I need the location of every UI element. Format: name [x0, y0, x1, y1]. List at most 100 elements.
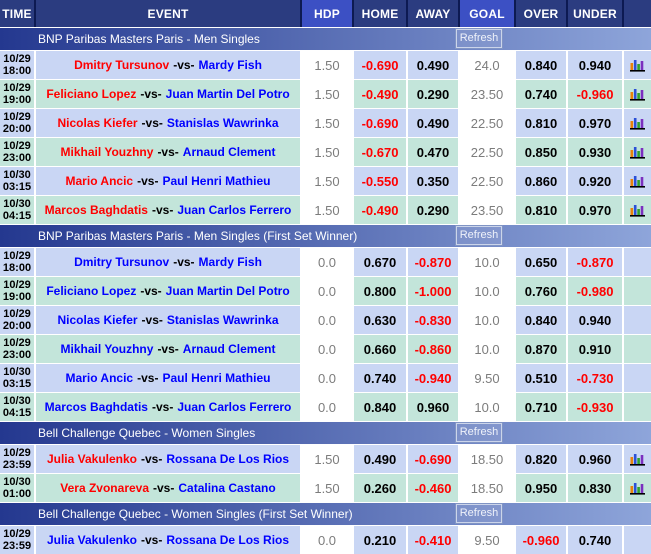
- column-header-event: EVENT: [34, 0, 300, 27]
- hdp-cell: 0.0: [300, 393, 352, 421]
- refresh-button[interactable]: Refresh: [456, 423, 502, 442]
- goal-cell: 18.50: [458, 474, 514, 502]
- event-cell: Mario Ancic -vs- Paul Henri Mathieu: [34, 364, 300, 392]
- bar-chart-icon[interactable]: [630, 88, 645, 101]
- event-cell: Dmitry Tursunov -vs- Mardy Fish: [34, 51, 300, 79]
- home-player-name: Marcos Baghdatis: [44, 203, 148, 217]
- home-odds-cell: 0.210: [352, 526, 406, 554]
- hdp-cell: 1.50: [300, 138, 352, 166]
- under-odds-cell: -0.980: [566, 277, 622, 305]
- refresh-button[interactable]: Refresh: [456, 504, 502, 523]
- match-time: 20:00: [2, 320, 32, 332]
- event-cell: Nicolas Kiefer -vs- Stanislas Wawrinka: [34, 306, 300, 334]
- over-odds-cell: -0.960: [514, 526, 566, 554]
- section-title: Bell Challenge Quebec - Women Singles (F…: [38, 507, 353, 521]
- stats-cell: [622, 474, 651, 502]
- time-cell: 10/30 04:15: [0, 196, 34, 224]
- home-player-name: Marcos Baghdatis: [44, 400, 148, 414]
- event-cell: Mikhail Youzhny -vs- Arnaud Clement: [34, 335, 300, 363]
- vs-label: -vs-: [137, 174, 159, 188]
- match-date: 10/30: [3, 198, 31, 210]
- match-row: 10/29 20:00 Nicolas Kiefer -vs- Stanislas Wa…: [0, 306, 651, 334]
- stats-cell: [622, 393, 651, 421]
- hdp-cell: 1.50: [300, 196, 352, 224]
- match-time: 19:00: [2, 94, 32, 106]
- event-cell: Marcos Baghdatis -vs- Juan Carlos Ferrero: [34, 196, 300, 224]
- home-player-name: Feliciano Lopez: [46, 87, 137, 101]
- match-row: 10/30 04:15 Marcos Baghdatis -vs- Juan Carlo…: [0, 393, 651, 421]
- goal-cell: 23.50: [458, 80, 514, 108]
- event-cell: Nicolas Kiefer -vs- Stanislas Wawrinka: [34, 109, 300, 137]
- under-odds-cell: -0.870: [566, 248, 622, 276]
- column-header-away: AWAY: [406, 0, 458, 27]
- goal-cell: 9.50: [458, 364, 514, 392]
- time-cell: 10/29 23:00: [0, 335, 34, 363]
- match-time: 18:00: [2, 262, 32, 274]
- hdp-cell: 0.0: [300, 364, 352, 392]
- bar-chart-icon[interactable]: [630, 482, 645, 495]
- column-header-row: TIME EVENT HDP HOME AWAY GOAL OVER UNDER: [0, 0, 651, 27]
- under-odds-cell: 0.910: [566, 335, 622, 363]
- under-odds-cell: 0.930: [566, 138, 622, 166]
- event-cell: Julia Vakulenko -vs- Rossana De Los Rios: [34, 526, 300, 554]
- stats-cell: [622, 109, 651, 137]
- home-odds-cell: -0.550: [352, 167, 406, 195]
- away-player-name: Juan Martin Del Potro: [165, 284, 290, 298]
- match-time: 03:15: [2, 181, 32, 193]
- time-cell: 10/30 03:15: [0, 167, 34, 195]
- home-odds-cell: -0.670: [352, 138, 406, 166]
- vs-label: -vs-: [157, 342, 179, 356]
- column-header-over: OVER: [514, 0, 566, 27]
- section-header: Bell Challenge Quebec - Women Singles (F…: [0, 503, 651, 525]
- refresh-button[interactable]: Refresh: [456, 29, 502, 48]
- match-row: 10/30 03:15 Mario Ancic -vs- Paul Henri Math…: [0, 364, 651, 392]
- hdp-cell: 0.0: [300, 277, 352, 305]
- time-cell: 10/29 20:00: [0, 109, 34, 137]
- vs-label: -vs-: [141, 533, 163, 547]
- goal-cell: 22.50: [458, 109, 514, 137]
- match-date: 10/29: [3, 337, 31, 349]
- stats-cell: [622, 526, 651, 554]
- hdp-cell: 0.0: [300, 526, 352, 554]
- bar-chart-icon[interactable]: [630, 175, 645, 188]
- match-row: 10/29 18:00 Dmitry Tursunov -vs- Mardy Fish 0…: [0, 248, 651, 276]
- home-player-name: Nicolas Kiefer: [57, 116, 138, 130]
- over-odds-cell: 0.860: [514, 167, 566, 195]
- match-date: 10/29: [3, 279, 31, 291]
- match-row: 10/29 19:00 Feliciano Lopez -vs- Juan Martin…: [0, 277, 651, 305]
- over-odds-cell: 0.820: [514, 445, 566, 473]
- away-player-name: Juan Martin Del Potro: [165, 87, 290, 101]
- match-row: 10/29 23:00 Mikhail Youzhny -vs- Arnaud Clem…: [0, 335, 651, 363]
- home-odds-cell: 0.260: [352, 474, 406, 502]
- bar-chart-icon[interactable]: [630, 146, 645, 159]
- match-date: 10/29: [3, 82, 31, 94]
- bar-chart-icon[interactable]: [630, 453, 645, 466]
- home-player-name: Mikhail Youzhny: [60, 342, 154, 356]
- bar-chart-icon[interactable]: [630, 59, 645, 72]
- vs-label: -vs-: [151, 203, 174, 217]
- match-date: 10/29: [3, 528, 31, 540]
- column-header-time: TIME: [0, 0, 34, 27]
- match-time: 20:00: [2, 123, 32, 135]
- refresh-button[interactable]: Refresh: [456, 226, 502, 245]
- hdp-cell: 0.0: [300, 335, 352, 363]
- match-row: 10/30 01:00 Vera Zvonareva -vs- Catalina Cas…: [0, 474, 651, 502]
- over-odds-cell: 0.650: [514, 248, 566, 276]
- home-player-name: Dmitry Tursunov: [74, 58, 170, 72]
- stats-cell: [622, 167, 651, 195]
- over-odds-cell: 0.870: [514, 335, 566, 363]
- under-odds-cell: 0.960: [566, 445, 622, 473]
- under-odds-cell: 0.740: [566, 526, 622, 554]
- away-odds-cell: -0.460: [406, 474, 458, 502]
- match-row: 10/29 20:00 Nicolas Kiefer -vs- Stanislas Wa…: [0, 109, 651, 137]
- goal-cell: 22.50: [458, 167, 514, 195]
- vs-label: -vs-: [141, 452, 163, 466]
- bar-chart-icon[interactable]: [630, 204, 645, 217]
- bar-chart-icon[interactable]: [630, 117, 645, 130]
- section-title: BNP Paribas Masters Paris - Men Singles: [38, 32, 260, 46]
- match-date: 10/29: [3, 111, 31, 123]
- hdp-cell: 0.0: [300, 248, 352, 276]
- hdp-cell: 1.50: [300, 445, 352, 473]
- home-odds-cell: 0.660: [352, 335, 406, 363]
